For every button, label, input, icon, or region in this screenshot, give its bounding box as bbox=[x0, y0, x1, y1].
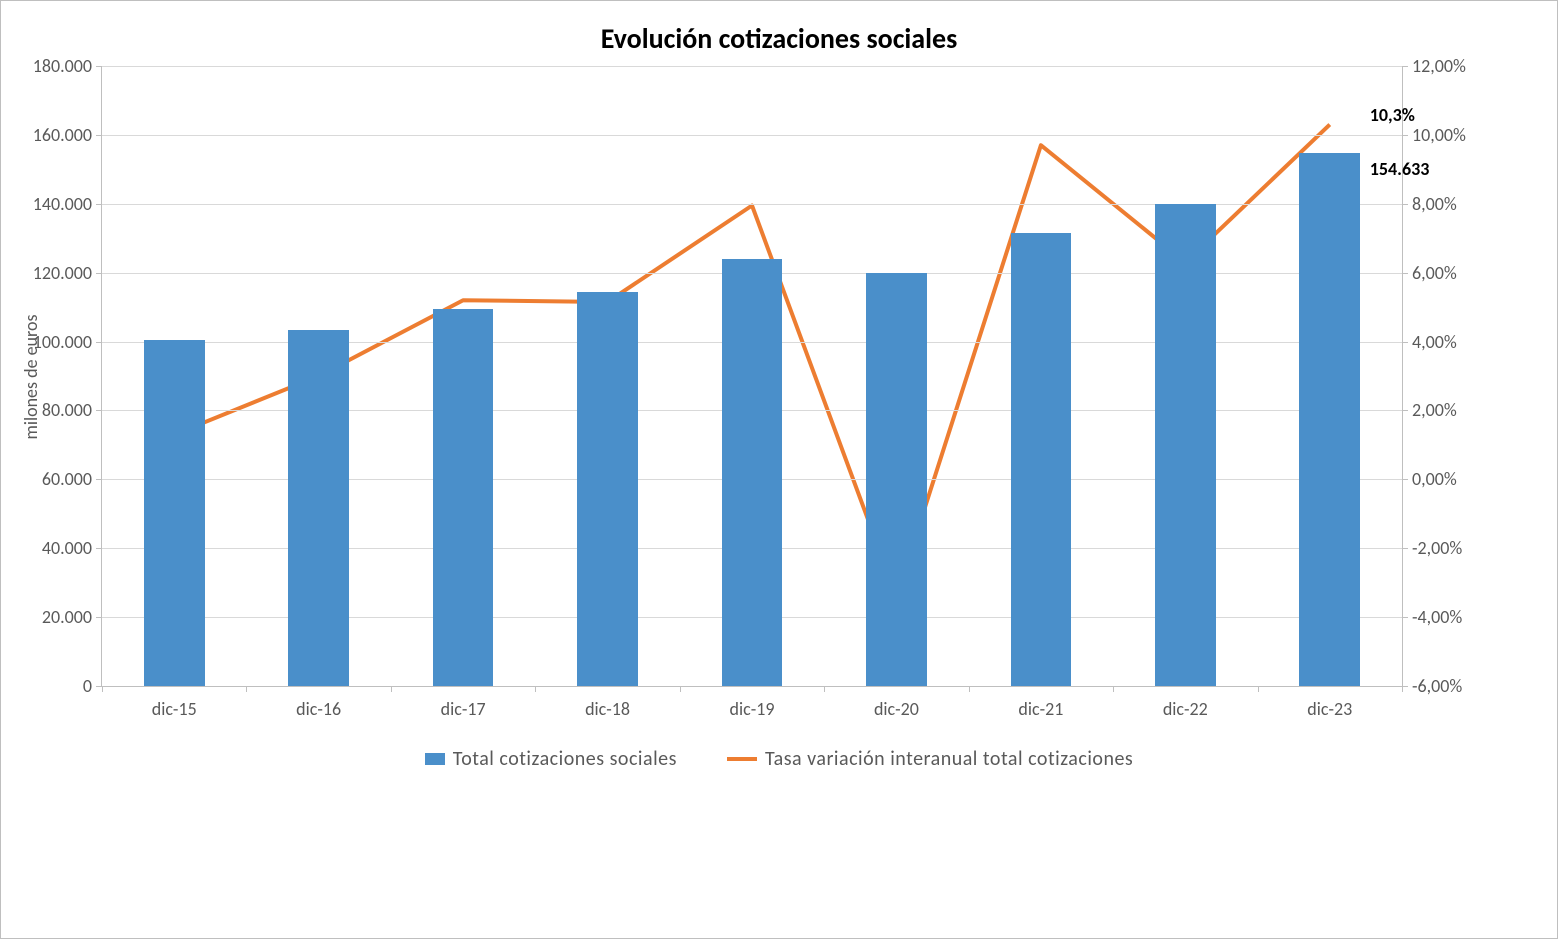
xtick-label: dic-23 bbox=[1307, 698, 1352, 720]
ytick-right-label: 0,00% bbox=[1402, 468, 1457, 490]
ytick-right-label: 12,00% bbox=[1402, 55, 1466, 77]
xtick-mark bbox=[535, 686, 536, 692]
xtick-label: dic-21 bbox=[1018, 698, 1063, 720]
bar bbox=[722, 259, 783, 686]
chart-title: Evolución cotizaciones sociales bbox=[21, 21, 1537, 56]
ytick-right-label: -6,00% bbox=[1402, 675, 1462, 697]
bar bbox=[577, 292, 638, 686]
legend-item: Total cotizaciones sociales bbox=[425, 747, 677, 771]
ytick-left-label: 160.000 bbox=[33, 124, 102, 146]
ytick-left-label: 100.000 bbox=[33, 331, 102, 353]
xtick-mark bbox=[680, 686, 681, 692]
bar bbox=[433, 309, 494, 686]
bar bbox=[1011, 233, 1072, 686]
data-label: 10,3% bbox=[1370, 104, 1415, 126]
xtick-label: dic-18 bbox=[585, 698, 630, 720]
ytick-left-label: 140.000 bbox=[33, 193, 102, 215]
legend-swatch-line bbox=[727, 757, 757, 761]
plot-area: 020.00040.00060.00080.000100.000120.0001… bbox=[101, 66, 1403, 687]
bar bbox=[144, 340, 205, 686]
ytick-left-label: 20.000 bbox=[42, 606, 102, 628]
bar bbox=[1155, 204, 1216, 686]
gridline bbox=[102, 135, 1402, 136]
ytick-right-label: 2,00% bbox=[1402, 399, 1457, 421]
ytick-right-label: -4,00% bbox=[1402, 606, 1462, 628]
ytick-left-label: 120.000 bbox=[33, 262, 102, 284]
xtick-label: dic-15 bbox=[152, 698, 197, 720]
xtick-mark bbox=[391, 686, 392, 692]
bar bbox=[866, 273, 927, 686]
xtick-label: dic-19 bbox=[730, 698, 775, 720]
xtick-mark bbox=[1402, 686, 1403, 692]
ytick-right-label: 10,00% bbox=[1402, 124, 1466, 146]
xtick-label: dic-22 bbox=[1163, 698, 1208, 720]
ytick-right-label: 4,00% bbox=[1402, 331, 1457, 353]
plot-wrap: milones de euros 020.00040.00060.00080.0… bbox=[101, 66, 1437, 687]
legend-label: Tasa variación interanual total cotizaci… bbox=[765, 747, 1133, 771]
ytick-right-label: 6,00% bbox=[1402, 262, 1457, 284]
ytick-left-label: 80.000 bbox=[42, 399, 102, 421]
xtick-mark bbox=[1113, 686, 1114, 692]
ytick-left-label: 180.000 bbox=[33, 55, 102, 77]
ytick-left-label: 0 bbox=[83, 675, 102, 697]
xtick-mark bbox=[824, 686, 825, 692]
xtick-mark bbox=[1258, 686, 1259, 692]
ytick-left-label: 60.000 bbox=[42, 468, 102, 490]
legend: Total cotizaciones sociales Tasa variació… bbox=[21, 747, 1537, 771]
legend-label: Total cotizaciones sociales bbox=[453, 747, 677, 771]
legend-swatch-bar bbox=[425, 753, 445, 765]
xtick-label: dic-16 bbox=[296, 698, 341, 720]
chart-frame: Evolución cotizaciones sociales milones … bbox=[0, 0, 1558, 939]
data-label: 154.633 bbox=[1370, 158, 1430, 180]
xtick-mark bbox=[102, 686, 103, 692]
gridline bbox=[102, 66, 1402, 67]
ytick-right-label: 8,00% bbox=[1402, 193, 1457, 215]
bar bbox=[1299, 153, 1360, 686]
xtick-label: dic-20 bbox=[874, 698, 919, 720]
xtick-mark bbox=[246, 686, 247, 692]
bar bbox=[288, 330, 349, 687]
ytick-right-label: -2,00% bbox=[1402, 537, 1462, 559]
xtick-mark bbox=[969, 686, 970, 692]
legend-item: Tasa variación interanual total cotizaci… bbox=[727, 747, 1133, 771]
ytick-left-label: 40.000 bbox=[42, 537, 102, 559]
xtick-label: dic-17 bbox=[441, 698, 486, 720]
